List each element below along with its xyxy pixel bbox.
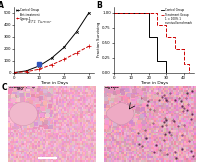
Legend: Control Group, Post-treatment
Cypep-1: Control Group, Post-treatment Cypep-1: [15, 8, 41, 22]
Text: C: C: [2, 82, 8, 92]
Text: 4T1 Tumor: 4T1 Tumor: [28, 20, 51, 24]
Text: A: A: [0, 1, 4, 10]
Y-axis label: Fraction Surviving: Fraction Surviving: [97, 22, 101, 57]
Polygon shape: [106, 103, 134, 125]
Y-axis label: Tumor Volume (Relative to baseline): Tumor Volume (Relative to baseline): [0, 4, 2, 75]
X-axis label: Time in Days: Time in Days: [40, 81, 68, 85]
Legend: Control Group, Treatment Group, 1 = 100% 1
survival benchmark: Control Group, Treatment Group, 1 = 100%…: [161, 8, 193, 26]
Polygon shape: [9, 102, 37, 126]
Text: TREATED: TREATED: [105, 87, 120, 91]
X-axis label: Time in Days: Time in Days: [140, 81, 168, 85]
Text: B: B: [96, 1, 102, 10]
Text: CONTROL (n=7): CONTROL (n=7): [9, 87, 35, 91]
